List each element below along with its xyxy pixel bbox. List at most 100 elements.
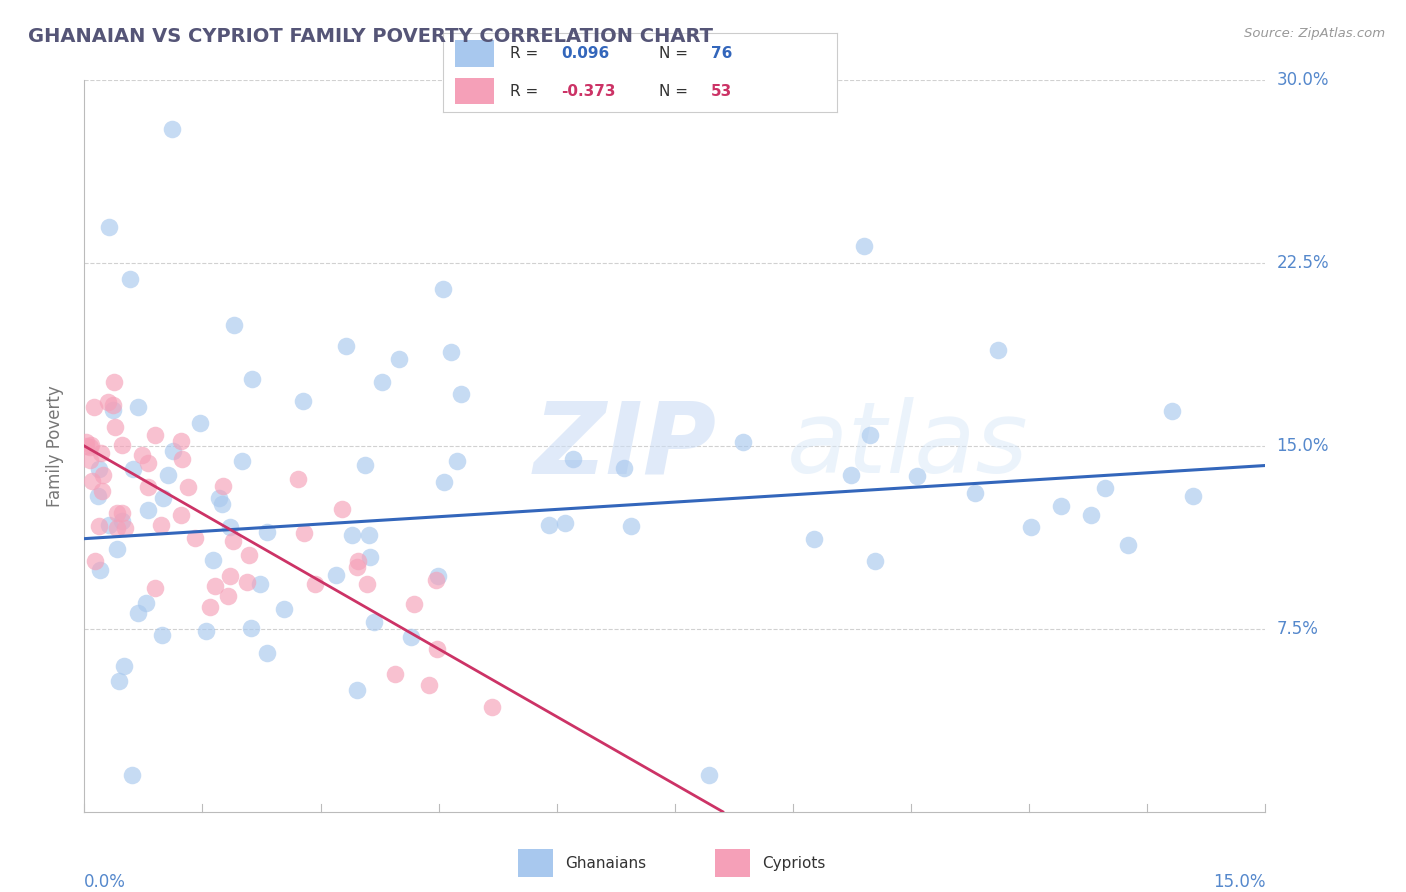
Text: N =: N =: [659, 45, 693, 61]
Point: [111, 506, 134, 520]
Point: [325, 568, 347, 582]
Text: 0.0%: 0.0%: [84, 872, 127, 891]
Point: [121, 768, 143, 782]
Point: [188, 417, 211, 431]
Y-axis label: Family Poverty: Family Poverty: [45, 385, 63, 507]
Point: [907, 468, 929, 483]
Point: [256, 525, 278, 540]
Point: [384, 667, 406, 681]
Point: [111, 438, 134, 452]
Point: [304, 576, 326, 591]
Point: [97, 518, 120, 533]
Point: [335, 339, 357, 353]
Point: [108, 674, 131, 689]
Text: 15.0%: 15.0%: [1213, 872, 1265, 891]
Point: [150, 628, 173, 642]
Point: [554, 516, 576, 530]
Point: [217, 589, 239, 603]
Point: [157, 468, 180, 483]
Point: [425, 573, 447, 587]
Point: [450, 387, 472, 401]
Point: [1019, 520, 1042, 534]
Point: [170, 508, 193, 522]
Point: [111, 514, 134, 528]
Point: [481, 700, 503, 714]
Point: [359, 549, 381, 564]
Point: [249, 577, 271, 591]
Point: [371, 375, 394, 389]
Point: [346, 559, 368, 574]
Point: [105, 506, 128, 520]
Point: [356, 577, 378, 591]
Point: [208, 491, 231, 505]
Point: [613, 460, 636, 475]
Text: 15.0%: 15.0%: [1277, 437, 1329, 455]
Point: [440, 345, 463, 359]
Text: R =: R =: [510, 45, 543, 61]
Point: [91, 483, 114, 498]
Point: [75, 438, 97, 452]
Point: [75, 435, 97, 450]
Point: [89, 563, 111, 577]
Point: [172, 451, 194, 466]
Point: [184, 531, 207, 545]
Text: 53: 53: [710, 84, 733, 99]
FancyBboxPatch shape: [517, 849, 554, 877]
Point: [292, 393, 315, 408]
Point: [103, 375, 125, 389]
Point: [160, 122, 183, 136]
Point: [863, 554, 886, 568]
Text: ZIP: ZIP: [533, 398, 716, 494]
Point: [103, 403, 125, 417]
FancyBboxPatch shape: [454, 40, 494, 67]
Point: [97, 219, 120, 234]
Point: [176, 480, 198, 494]
Point: [201, 553, 224, 567]
Point: [89, 445, 111, 459]
Point: [112, 659, 135, 673]
Point: [342, 527, 364, 541]
Point: [83, 400, 105, 414]
Point: [195, 624, 218, 638]
Point: [221, 533, 243, 548]
Point: [127, 400, 149, 414]
Point: [987, 343, 1010, 358]
Point: [218, 568, 240, 582]
Point: [231, 453, 253, 467]
Point: [357, 527, 380, 541]
Point: [963, 485, 986, 500]
Point: [699, 768, 721, 782]
Point: [149, 517, 172, 532]
Text: N =: N =: [659, 84, 693, 99]
Point: [97, 395, 120, 409]
Point: [122, 461, 145, 475]
Text: 7.5%: 7.5%: [1277, 620, 1319, 638]
Point: [87, 489, 110, 503]
Point: [127, 606, 149, 620]
Point: [143, 427, 166, 442]
Text: -0.373: -0.373: [561, 84, 616, 99]
Point: [433, 475, 456, 489]
Point: [200, 599, 222, 614]
Point: [204, 579, 226, 593]
Point: [402, 597, 425, 611]
Point: [432, 282, 454, 296]
Point: [1080, 508, 1102, 522]
Point: [292, 526, 315, 541]
Text: 0.096: 0.096: [561, 45, 609, 61]
Point: [138, 456, 160, 470]
Text: Cypriots: Cypriots: [762, 855, 825, 871]
Point: [93, 468, 115, 483]
Point: [101, 399, 124, 413]
Point: [145, 582, 167, 596]
Point: [222, 318, 245, 332]
Point: [238, 548, 260, 562]
Point: [1161, 404, 1184, 418]
Point: [1181, 489, 1204, 503]
Point: [426, 641, 449, 656]
Point: [273, 602, 295, 616]
Point: [80, 438, 103, 452]
Point: [731, 434, 754, 449]
Point: [537, 517, 560, 532]
Point: [114, 521, 136, 535]
